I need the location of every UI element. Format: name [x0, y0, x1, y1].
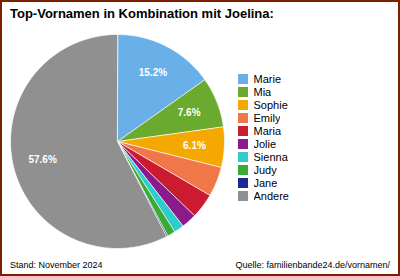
html-text:Quelle: familienbande24.de/vor: Quelle: familienbande24.de/vornamen/	[235, 260, 390, 270]
html-text:Maria: Maria	[253, 125, 281, 138]
html-text:Sienna: Sienna	[253, 151, 288, 164]
html-text:Jane: Jane	[253, 177, 278, 190]
svg-text:7.6%: 7.6%	[178, 107, 201, 118]
html-text:Judy: Judy	[253, 164, 277, 177]
svg-text:57.6%: 57.6%	[28, 154, 56, 165]
html-text:Emily: Emily	[253, 112, 281, 125]
html-text:Sophie: Sophie	[253, 99, 288, 112]
html-text:Top-Vornamen in Kombination mi: Top-Vornamen in Kombination mit Joelina:	[10, 6, 274, 21]
html-text:Mia: Mia	[253, 86, 272, 99]
html-text:Marie: Marie	[253, 73, 281, 86]
html-text:Stand: November 2024: Stand: November 2024	[10, 260, 103, 270]
svg-text:15.2%: 15.2%	[139, 67, 167, 78]
html-text:Andere: Andere	[253, 190, 289, 203]
html-text:Jolie: Jolie	[253, 138, 277, 151]
svg-text:6.1%: 6.1%	[183, 140, 206, 151]
